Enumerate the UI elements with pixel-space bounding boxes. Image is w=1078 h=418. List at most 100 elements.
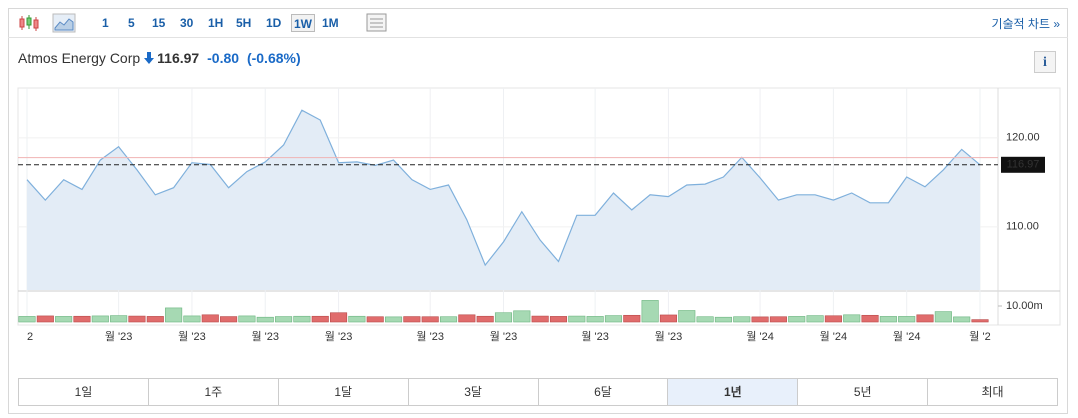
volume-bar [439, 316, 458, 323]
range-buttons: 1일 1주 1달 3달 6달 1년 5년 최대 [18, 378, 1058, 406]
volume-bar [238, 315, 256, 323]
interval-button[interactable]: 15 [152, 16, 166, 30]
volume-bar [55, 316, 73, 323]
volume-bar [513, 310, 531, 323]
volume-bar [531, 315, 549, 323]
volume-bar [366, 316, 384, 323]
range-button[interactable]: 1주 [149, 379, 279, 405]
volume-bar [476, 315, 494, 323]
y-tick-label: 110.00 [1006, 221, 1039, 233]
volume-bar [91, 315, 109, 323]
volume-bar [641, 300, 659, 323]
plot-area [17, 87, 1061, 326]
quote-header: Atmos Energy Corp 116.97 -0.80 (-0.68%) [18, 50, 305, 66]
volume-bar [843, 314, 861, 323]
volume-bar [733, 316, 751, 323]
volume-bar [36, 315, 54, 323]
volume-bar [824, 315, 842, 323]
interval-button[interactable]: 1 [102, 16, 109, 30]
volume-bar [659, 314, 677, 323]
volume-bar [971, 319, 989, 323]
down-arrow [144, 52, 155, 64]
info-button[interactable]: i [1034, 51, 1056, 73]
volume-bar [293, 315, 311, 323]
range-button[interactable]: 최대 [981, 385, 1004, 399]
interval-button[interactable]: 1H [208, 16, 224, 30]
volume-bar [384, 316, 403, 323]
company-name: Atmos Energy Corp [18, 50, 141, 66]
volume-bar [678, 310, 696, 323]
volume-bar [604, 315, 623, 323]
x-tick-label: 월 '23 [581, 330, 609, 343]
range-button[interactable]: 1년 [668, 379, 799, 405]
x-tick-label: 월 '23 [251, 330, 279, 343]
volume-bar [256, 316, 274, 323]
interval-button[interactable]: 30 [180, 16, 194, 30]
volume-bar [568, 315, 586, 323]
volume-bar [183, 315, 201, 323]
range-button[interactable]: 6달 [539, 379, 669, 405]
volume-bar [696, 316, 714, 323]
change: -0.80 [207, 50, 240, 66]
volume-bar [623, 314, 641, 323]
volume-bar [201, 314, 219, 323]
price-line [26, 109, 981, 267]
toolbar: 기술적 차트 » 1 5 15 30 1H 5H 1D 1W 1M [8, 8, 1068, 38]
technical-chart-link[interactable]: 기술적 차트 » [991, 17, 1060, 31]
x-tick-label: 월 '2 [969, 330, 990, 343]
volume-bar [348, 315, 366, 323]
volume-bar [146, 316, 164, 323]
range-button[interactable]: 5년 [798, 379, 929, 405]
volume-bar [18, 316, 36, 323]
interval-button[interactable]: 1D [266, 16, 282, 30]
volume-bar [330, 312, 348, 323]
x-tick-label: 월 '23 [178, 330, 206, 343]
volume-bar [898, 316, 916, 323]
table-icon[interactable] [366, 13, 388, 33]
volume-bar [110, 315, 128, 323]
volume-bar [751, 316, 769, 323]
range-button[interactable]: 1일 [19, 379, 149, 405]
range-button[interactable]: 3달 [409, 379, 539, 405]
volume-bar [769, 316, 787, 323]
x-tick-label: 월 '24 [893, 330, 921, 343]
area-icon[interactable] [52, 13, 76, 33]
volume-bar [788, 316, 806, 323]
candle-icon[interactable] [18, 13, 42, 33]
interval-button[interactable]: 1M [322, 16, 339, 30]
current-price-box [1001, 156, 1045, 173]
price: 116.97 [157, 50, 200, 66]
y-tick-label: 120.00 [1006, 132, 1040, 144]
interval-button[interactable]: 5 [128, 16, 135, 30]
volume-bar [421, 316, 439, 323]
volume-tick-label: 10.00m [1006, 300, 1043, 312]
widget-frame [8, 8, 1068, 414]
x-tick-label: 월 '24 [820, 330, 848, 343]
volume-bar [458, 314, 476, 323]
x-tick-label: 월 '23 [490, 330, 518, 343]
volume-bar [549, 316, 568, 323]
volume-bar [311, 315, 329, 323]
range-button[interactable]: 1달 [279, 379, 409, 405]
interval-button[interactable]: 5H [236, 16, 252, 30]
volume-bar [806, 315, 824, 323]
interval-button[interactable]: 1W [291, 14, 315, 32]
volume-bar [403, 316, 421, 323]
price-area [27, 110, 980, 290]
volume-bar [953, 316, 971, 323]
volume-bar [879, 316, 897, 323]
x-tick-label: 2 [27, 331, 33, 343]
current-price-label: 116.97 [1007, 159, 1040, 171]
x-tick-label: 월 '23 [325, 330, 353, 343]
volume-bar [586, 316, 604, 323]
volume-bar [861, 314, 879, 323]
volume-bar [73, 315, 91, 323]
volume-bar [494, 312, 513, 323]
change-percent: (-0.68%) [246, 50, 301, 66]
x-tick-label: 월 '24 [746, 330, 774, 343]
volume-bar [934, 311, 952, 323]
x-tick-label: 월 '23 [105, 330, 133, 343]
volume-bar [916, 314, 934, 323]
